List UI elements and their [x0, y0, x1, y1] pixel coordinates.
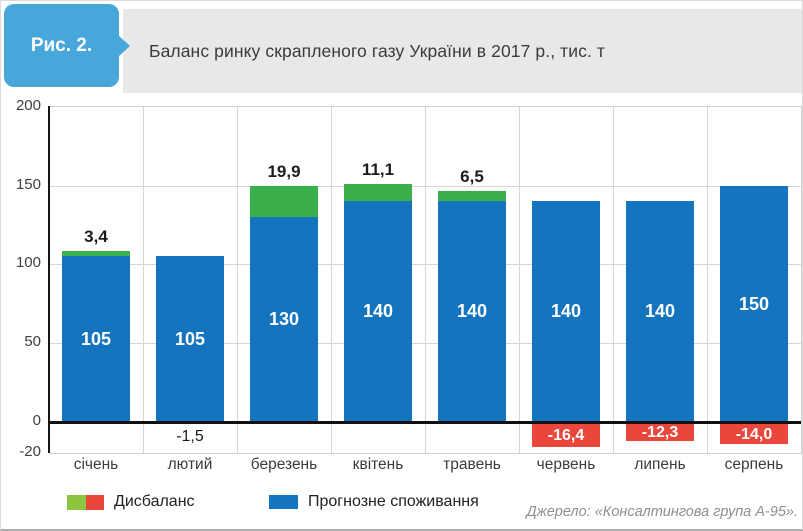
legend-item-consumption: Прогнозне споживання — [269, 493, 479, 511]
plot-area: 105 3,4 105 -1,5 130 19,9 140 11,1 140 6,5 140 -16,… — [49, 106, 802, 454]
header-bar: Баланс ринку скрапленого газу України в … — [123, 9, 802, 93]
gridline-vertical — [707, 107, 708, 453]
bar-value-consumption: 140 — [550, 301, 582, 322]
gridline-vertical — [237, 107, 238, 453]
gridline-vertical — [425, 107, 426, 453]
bar-value-consumption: 150 — [738, 293, 770, 314]
legend-label-consumption: Прогнозне споживання — [308, 493, 479, 510]
x-tick-label-травень: травень — [443, 456, 501, 473]
legend-label-disbalance: Дисбаланс — [114, 493, 195, 510]
bar-value-disbalance: 11,1 — [361, 159, 395, 179]
gridline-vertical — [613, 107, 614, 453]
bar-value-consumption: 130 — [268, 309, 300, 330]
y-axis: 200 150 100 50 0 -20 — [1, 97, 41, 460]
bar-consumption-червень — [532, 201, 600, 422]
bar-value-consumption: 140 — [362, 301, 394, 322]
x-tick-label-серпень: серпень — [724, 456, 784, 473]
legend: Дисбаланс Прогнозне споживання — [1, 493, 561, 515]
figure-number-badge: Рис. 2. — [4, 4, 130, 87]
bar-consumption-серпень — [720, 185, 788, 422]
y-tick-label: 0 — [32, 411, 41, 429]
bar-disbalance-червень — [532, 421, 600, 448]
x-tick-label-лютий: лютий — [167, 456, 213, 473]
zero-axis-line — [49, 420, 801, 424]
bar-disbalance-січень — [62, 251, 130, 257]
bar-disbalance-липень — [626, 421, 694, 441]
gridline-vertical — [143, 107, 144, 453]
x-tick-label-березень: березень — [250, 456, 318, 473]
y-tick-label: 200 — [15, 97, 41, 114]
gridline-vertical — [331, 107, 332, 453]
bar-disbalance-травень — [438, 191, 506, 202]
y-tick-label: 150 — [15, 175, 41, 193]
bar-value-consumption: 140 — [644, 301, 676, 322]
bar-consumption-квітень — [344, 201, 412, 422]
bar-consumption-липень — [626, 201, 694, 422]
bar-consumption-січень — [62, 256, 130, 422]
y-tick-label: 100 — [15, 254, 41, 272]
gridline-vertical — [519, 107, 520, 453]
bar-disbalance-квітень — [344, 183, 412, 202]
bar-value-disbalance: -16,4 — [547, 427, 585, 445]
bar-value-disbalance: -1,5 — [176, 428, 204, 446]
bar-value-disbalance: 3,4 — [84, 227, 108, 247]
bar-value-disbalance: -14,0 — [735, 425, 773, 443]
bar-value-consumption: 105 — [80, 328, 112, 349]
source-note: Джерело: «Консалтингова група А-95». — [526, 504, 798, 520]
y-axis-line — [48, 106, 50, 453]
x-axis: січень лютий березень квітень травень червень… — [49, 454, 801, 478]
bar-disbalance-березень — [250, 185, 318, 218]
bar-disbalance-серпень — [720, 421, 788, 444]
bar-consumption-лютий — [156, 256, 224, 422]
x-tick-label-січень: січень — [73, 456, 119, 473]
legend-green-swatch-icon — [67, 494, 86, 510]
y-tick-label: 50 — [24, 332, 41, 350]
legend-item-disbalance: Дисбаланс — [67, 493, 195, 511]
bar-consumption-березень — [250, 217, 318, 422]
bar-consumption-травень — [438, 201, 506, 422]
y-tick-label: -20 — [19, 443, 41, 460]
x-tick-label-квітень: квітень — [352, 456, 404, 473]
chart-title: Баланс ринку скрапленого газу України в … — [149, 40, 605, 61]
bar-value-disbalance: 19,9 — [267, 161, 301, 181]
bar-value-consumption: 105 — [174, 328, 206, 349]
bar-value-consumption: 140 — [456, 301, 488, 322]
x-tick-label-липень: липень — [634, 456, 686, 473]
legend-blue-swatch-icon — [269, 495, 298, 509]
bar-value-disbalance: 6,5 — [460, 167, 484, 187]
x-tick-label-червень: червень — [536, 456, 596, 473]
legend-red-swatch-icon — [86, 494, 104, 510]
bar-value-disbalance: -12,3 — [641, 424, 679, 442]
